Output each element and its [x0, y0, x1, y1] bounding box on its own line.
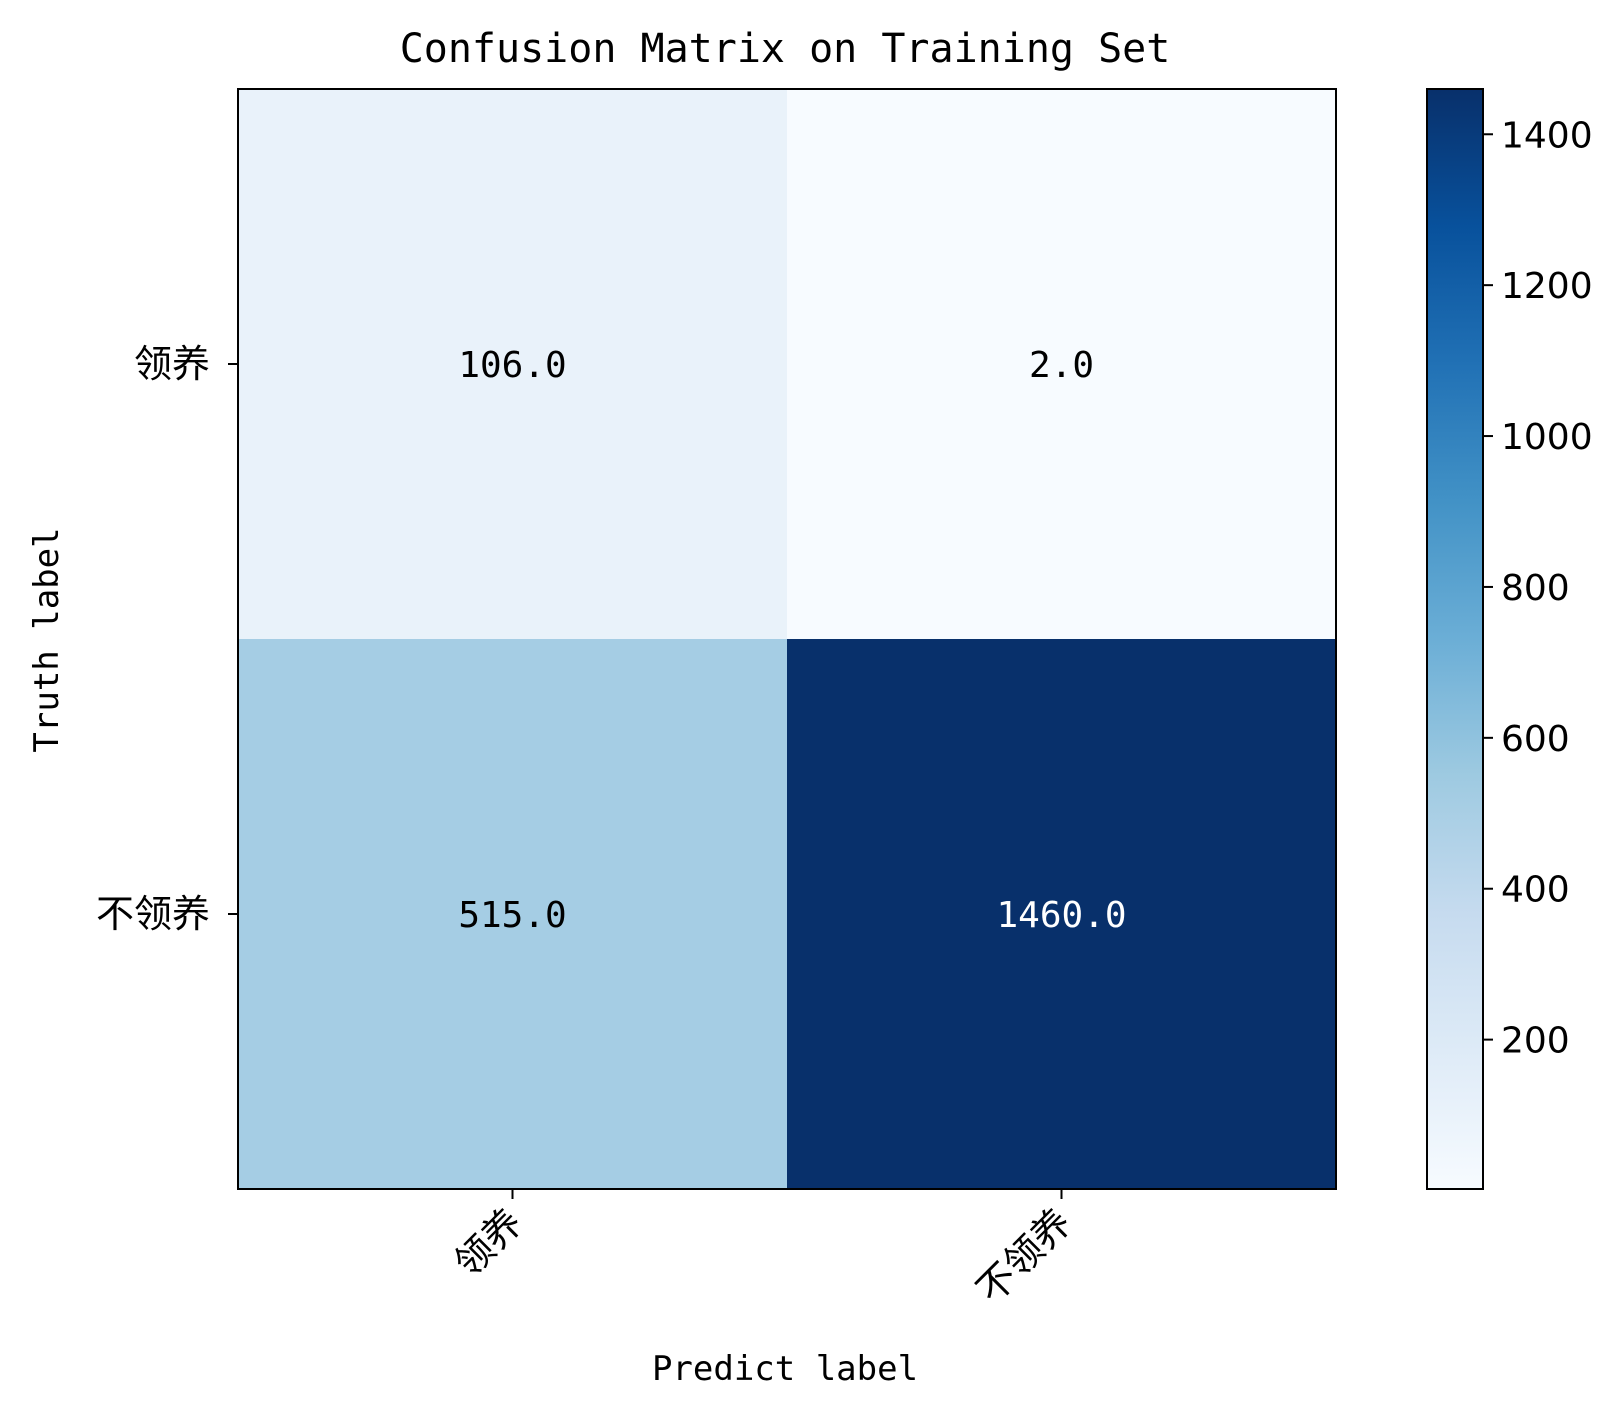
colorbar-ticks: 200 400 600 800 1000 1200 1400: [1483, 115, 1593, 1062]
heatmap-cell: [238, 89, 788, 640]
colorbar-tick-label: 200: [1501, 1021, 1570, 1062]
y-tick-label: 领养: [134, 342, 210, 386]
x-axis-label: Predict label: [652, 1349, 918, 1389]
x-tick-label: 领养: [446, 1200, 531, 1285]
cell-value-label: 106.0: [458, 345, 566, 386]
colorbar-tick-label: 1000: [1501, 417, 1593, 458]
chart-title: Confusion Matrix on Training Set: [400, 26, 1171, 72]
cell-value-label: 2.0: [1029, 345, 1094, 386]
colorbar: [1426, 88, 1484, 1190]
cell-value-label: 515.0: [458, 895, 566, 936]
colorbar-tick-label: 600: [1501, 719, 1570, 760]
colorbar-tick-label: 400: [1501, 870, 1570, 911]
colorbar-tick-label: 1400: [1501, 115, 1593, 156]
y-axis-label: Truth label: [27, 527, 67, 752]
heatmap-cell: [238, 639, 788, 1190]
y-tick-label: 不领养: [96, 892, 210, 936]
x-axis-ticks: 领养 不领养: [446, 1189, 1080, 1312]
cell-value-label: 1460.0: [996, 895, 1126, 936]
heatmap-cell: [787, 639, 1337, 1190]
heatmap-cells: [238, 89, 1337, 1190]
colorbar-tick-label: 800: [1501, 568, 1570, 609]
heatmap-cell-labels: 106.0 2.0 515.0 1460.0: [458, 345, 1126, 936]
plot-frame: [237, 88, 1337, 1190]
colorbar-tick-label: 1200: [1501, 266, 1593, 307]
x-tick-label: 不领养: [968, 1200, 1080, 1312]
heatmap-cell: [787, 89, 1337, 640]
